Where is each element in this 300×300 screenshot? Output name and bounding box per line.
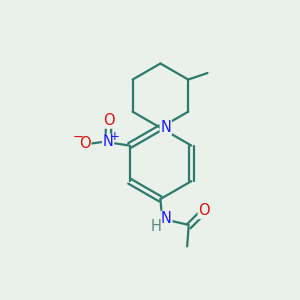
Text: N: N bbox=[161, 212, 172, 226]
Text: O: O bbox=[103, 113, 115, 128]
Text: O: O bbox=[198, 203, 210, 218]
Text: N: N bbox=[103, 134, 114, 149]
Text: O: O bbox=[79, 136, 91, 151]
Text: +: + bbox=[110, 130, 120, 142]
Text: −: − bbox=[73, 130, 84, 143]
Text: N: N bbox=[160, 120, 171, 135]
Text: H: H bbox=[151, 219, 161, 234]
